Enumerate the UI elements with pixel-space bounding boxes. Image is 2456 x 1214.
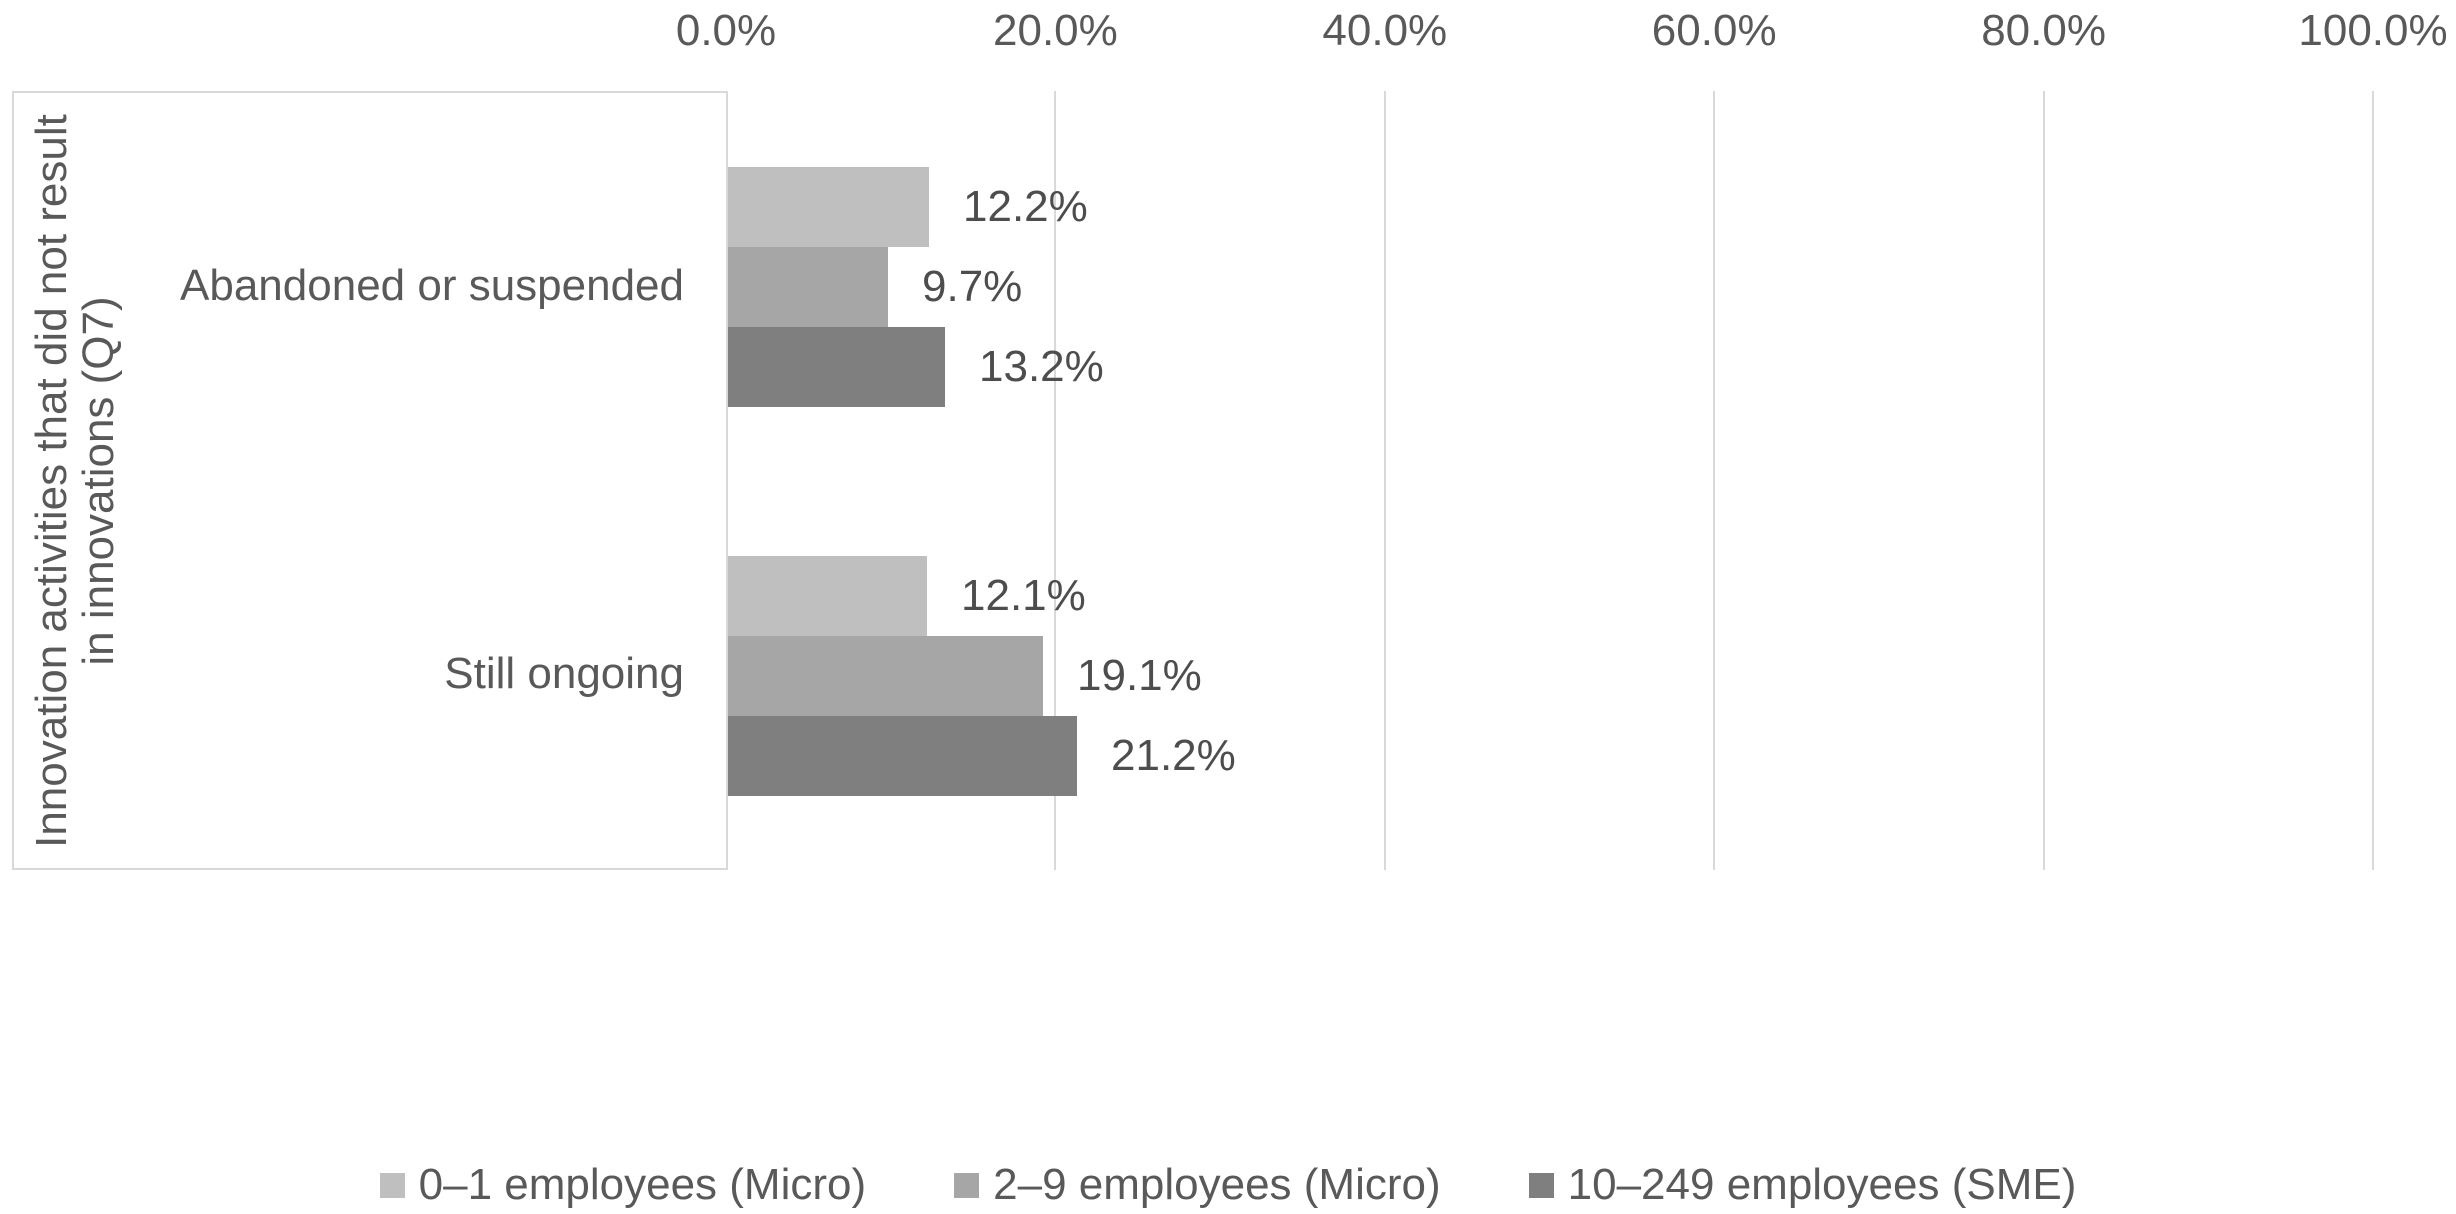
legend-swatch-icon — [1528, 1172, 1554, 1198]
x-axis-tick-label: 20.0% — [993, 6, 1118, 55]
y-axis-title-line-1: Innovation activities that did not resul… — [27, 114, 76, 848]
data-label: 21.2% — [1111, 731, 1236, 780]
gridline — [1383, 91, 1386, 870]
data-label: 19.1% — [1077, 651, 1202, 700]
x-axis-tick-label: 0.0% — [675, 6, 777, 55]
bar — [728, 327, 945, 407]
legend-swatch-icon — [379, 1172, 405, 1198]
category-axis-box — [12, 91, 728, 870]
bar — [728, 556, 927, 636]
legend-swatch-icon — [954, 1172, 980, 1198]
data-label: 12.1% — [961, 571, 1086, 620]
category-label: Still ongoing — [444, 649, 684, 698]
data-label: 12.2% — [963, 182, 1088, 231]
data-label: 13.2% — [979, 342, 1104, 391]
bar — [728, 247, 888, 327]
legend-item: 10–249 employees (SME) — [1528, 1158, 2077, 1212]
bar — [728, 716, 1077, 796]
x-axis-tick-label: 80.0% — [1981, 6, 2106, 55]
legend-label: 10–249 employees (SME) — [1567, 1160, 2077, 1209]
legend-label: 0–1 employees (Micro) — [418, 1160, 867, 1209]
legend-item: 0–1 employees (Micro) — [379, 1158, 867, 1212]
gridline — [1054, 91, 1057, 870]
y-axis-title-line-2: in innovations (Q7) — [74, 296, 123, 666]
x-axis-tick-label: 40.0% — [1322, 6, 1448, 55]
legend: 0–1 employees (Micro) 2–9 employees (Micr… — [0, 1156, 2456, 1214]
bar — [728, 167, 929, 247]
x-axis-tick-label: 100.0% — [2298, 6, 2448, 55]
legend-item: 2–9 employees (Micro) — [954, 1158, 1441, 1212]
data-label: 9.7% — [922, 262, 1023, 311]
y-axis-title: Innovation activities that did not resul… — [27, 114, 123, 848]
gridline — [2042, 91, 2045, 870]
category-label: Abandoned or suspended — [180, 261, 684, 310]
x-axis-tick-label: 60.0% — [1651, 6, 1777, 55]
gridline — [2372, 91, 2374, 870]
bar — [728, 636, 1043, 716]
legend-label: 2–9 employees (Micro) — [993, 1160, 1441, 1209]
gridline — [1713, 91, 1716, 870]
